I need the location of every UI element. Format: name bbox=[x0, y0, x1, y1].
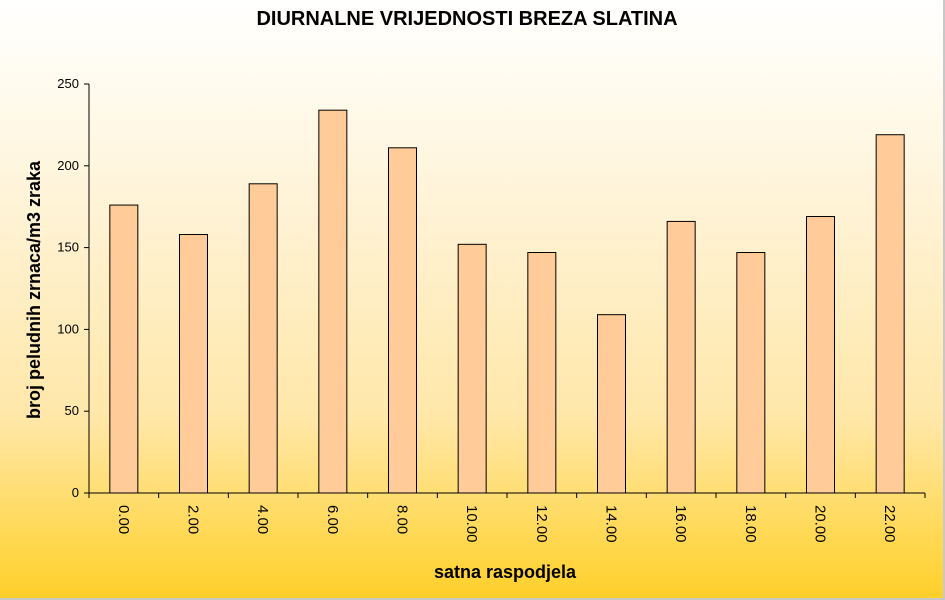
x-tick-label: 18.00 bbox=[742, 505, 759, 543]
bar bbox=[597, 314, 626, 494]
bar bbox=[179, 234, 208, 494]
bar bbox=[666, 220, 696, 494]
bar bbox=[875, 134, 905, 494]
x-axis-title: satna raspodjela bbox=[434, 562, 577, 582]
bar bbox=[388, 147, 417, 494]
y-tick-label: 200 bbox=[57, 158, 79, 173]
x-tick-label: 12.00 bbox=[533, 505, 550, 543]
x-tick-label: 16.00 bbox=[672, 505, 689, 543]
x-tick-label: 0.00 bbox=[115, 505, 132, 534]
x-tick-label: 2.00 bbox=[185, 505, 202, 534]
y-tick-label: 50 bbox=[65, 403, 79, 418]
x-tick-label: 20.00 bbox=[812, 505, 829, 543]
x-tick-label: 6.00 bbox=[324, 505, 341, 534]
y-tick-label: 250 bbox=[57, 76, 79, 91]
y-tick-label: 0 bbox=[72, 485, 79, 500]
x-tick-label: 10.00 bbox=[463, 505, 480, 543]
bar bbox=[806, 216, 835, 494]
bar bbox=[736, 252, 766, 494]
x-tick-label: 4.00 bbox=[254, 505, 271, 534]
x-tick-label: 8.00 bbox=[394, 505, 411, 534]
x-tick-label: 14.00 bbox=[603, 505, 620, 543]
y-tick-label: 150 bbox=[57, 240, 79, 255]
bar bbox=[318, 109, 348, 494]
bar bbox=[527, 252, 557, 494]
y-tick-label: 100 bbox=[57, 321, 79, 336]
plot-area: 0 50 100 150 200 250 0.00 2.00 4.00 6.00 8.00 10.00… bbox=[57, 76, 926, 543]
bar bbox=[457, 243, 487, 494]
bar bbox=[248, 183, 278, 494]
x-tick-label: 22.00 bbox=[881, 505, 898, 543]
y-axis-title: broj peludnih zrnaca/m3 zraka bbox=[24, 160, 44, 419]
chart-title: DIURNALNE VRIJEDNOSTI BREZA SLATINA bbox=[256, 8, 677, 30]
bar bbox=[109, 204, 139, 494]
